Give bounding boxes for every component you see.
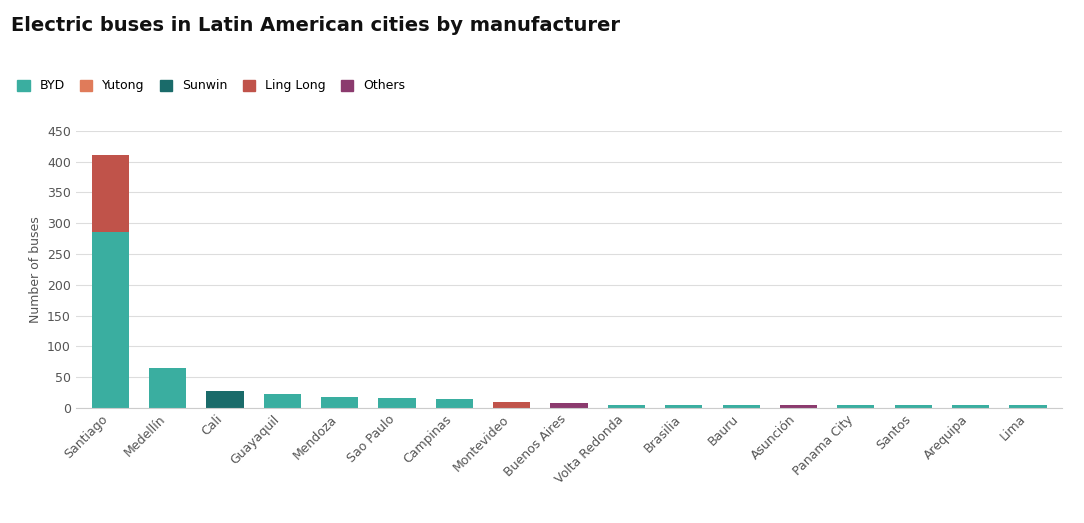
Y-axis label: Number of buses: Number of buses bbox=[28, 216, 41, 323]
Bar bbox=[551, 403, 588, 408]
Bar bbox=[837, 405, 875, 408]
Bar bbox=[723, 405, 760, 408]
Bar bbox=[149, 368, 186, 408]
Text: Electric buses in Latin American cities by manufacturer: Electric buses in Latin American cities … bbox=[11, 16, 620, 35]
Bar bbox=[321, 397, 359, 408]
Bar bbox=[263, 394, 301, 408]
Legend: BYD, Yutong, Sunwin, Ling Long, Others: BYD, Yutong, Sunwin, Ling Long, Others bbox=[17, 79, 405, 93]
Bar bbox=[92, 155, 129, 232]
Bar bbox=[608, 405, 645, 408]
Bar bbox=[493, 402, 530, 408]
Bar bbox=[952, 405, 990, 408]
Bar bbox=[92, 232, 129, 408]
Bar bbox=[779, 405, 817, 408]
Bar bbox=[378, 398, 415, 408]
Bar bbox=[666, 405, 702, 408]
Bar bbox=[436, 400, 473, 408]
Bar bbox=[1009, 405, 1046, 408]
Bar bbox=[206, 391, 244, 408]
Bar bbox=[894, 405, 932, 408]
